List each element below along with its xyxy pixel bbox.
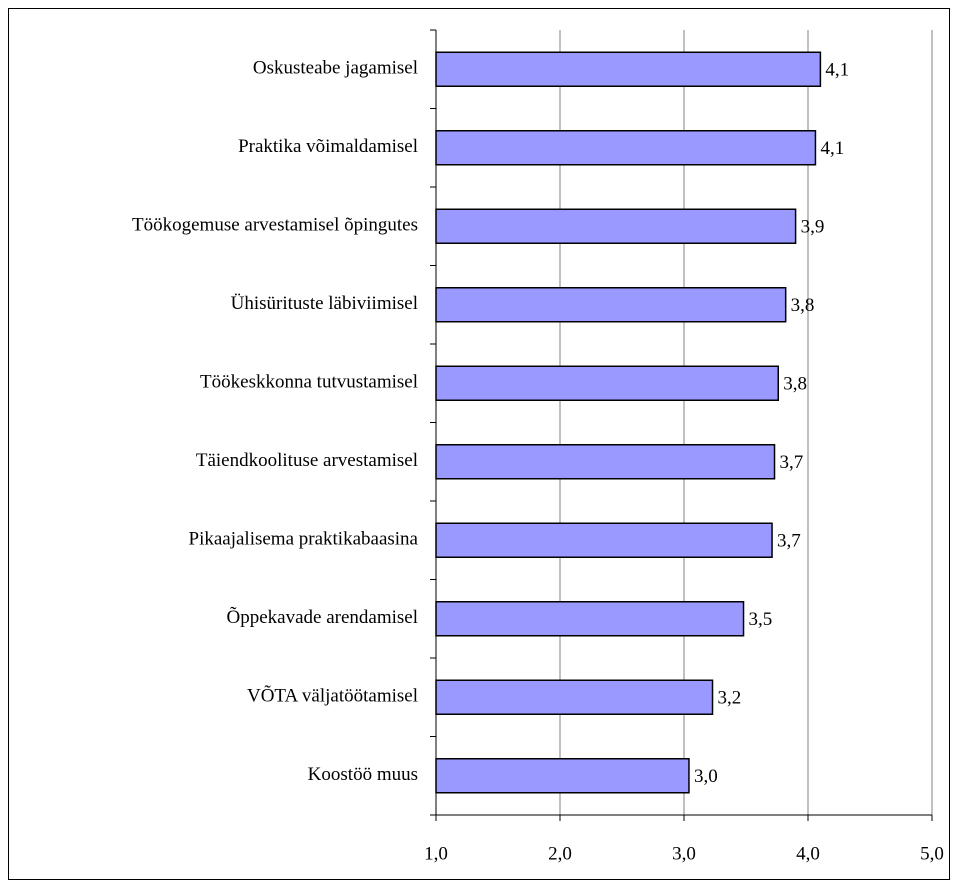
bar [435, 287, 787, 323]
value-label: 3,9 [801, 217, 825, 238]
y-tick-label: Pikaajalisema praktikabaasina [189, 529, 419, 550]
bar [435, 522, 773, 558]
bar [435, 208, 797, 244]
y-tick-label: Töökogemuse arvestamisel õpingutes [132, 215, 418, 236]
bar [435, 679, 714, 715]
x-tick-label: 2,0 [548, 843, 572, 864]
bar [435, 444, 776, 480]
value-label: 3,2 [718, 688, 742, 709]
y-tick-label: Õppekavade arendamisel [227, 606, 419, 628]
value-label: 3,7 [780, 452, 804, 473]
y-tick-label: Täiendkoolituse arvestamisel [196, 450, 418, 471]
value-label: 4,1 [825, 60, 849, 81]
bar [435, 130, 817, 166]
y-tick-label: Oskusteabe jagamisel [253, 58, 418, 79]
value-label: 4,1 [820, 138, 844, 159]
value-label: 3,8 [791, 295, 815, 316]
y-tick-label: Ühisürituste läbiviimisel [231, 293, 418, 314]
value-label: 3,0 [694, 766, 718, 787]
bar [435, 365, 779, 401]
x-tick-label: 3,0 [672, 843, 696, 864]
x-tick-label: 5,0 [920, 843, 944, 864]
x-tick-label: 1,0 [424, 843, 448, 864]
y-tick-label: Praktika võimaldamisel [238, 136, 418, 157]
value-label: 3,5 [749, 609, 773, 630]
bar [435, 758, 690, 794]
bar [435, 601, 745, 637]
y-tick-label: Koostöö muus [308, 764, 418, 785]
bar [435, 51, 822, 87]
value-label: 3,7 [777, 531, 801, 552]
value-label: 3,8 [783, 374, 807, 395]
x-tick-label: 4,0 [796, 843, 820, 864]
y-tick-label: Töökeskkonna tutvustamisel [200, 372, 418, 393]
y-tick-label: VÕTA väljatöötamisel [247, 685, 418, 707]
